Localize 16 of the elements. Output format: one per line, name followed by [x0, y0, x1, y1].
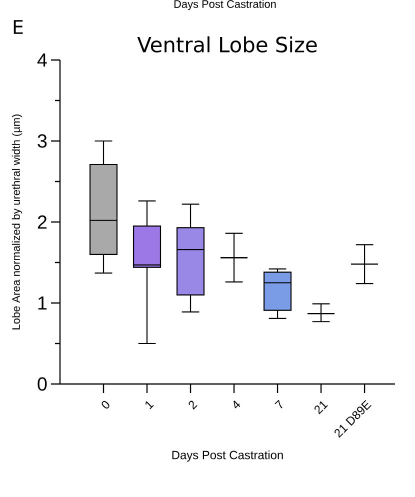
y-tick-label: 2	[38, 215, 47, 229]
y-tick-label: 3	[38, 134, 47, 148]
text: Days Post Castration	[174, 0, 276, 10]
y-tick-label: 4	[37, 53, 47, 67]
y-tick-label: 0	[38, 377, 47, 391]
x-tick-label: 7	[274, 400, 282, 408]
text: E	[14, 20, 23, 34]
x-tick-label: 21	[314, 401, 328, 414]
chart-title: Ventral Lobe Size	[137, 36, 317, 52]
y-axis-title: Lobe Area normalized by urethral width (µm)	[12, 114, 22, 330]
y-tick-label: 1	[38, 296, 47, 310]
x-tick-label: 0	[102, 400, 110, 409]
x-tick-label: 2	[188, 400, 198, 410]
x-axis-title: Days Post Castration	[172, 450, 283, 462]
x-tick-label: 4	[234, 400, 240, 408]
x-tick-label: 1	[145, 401, 154, 410]
